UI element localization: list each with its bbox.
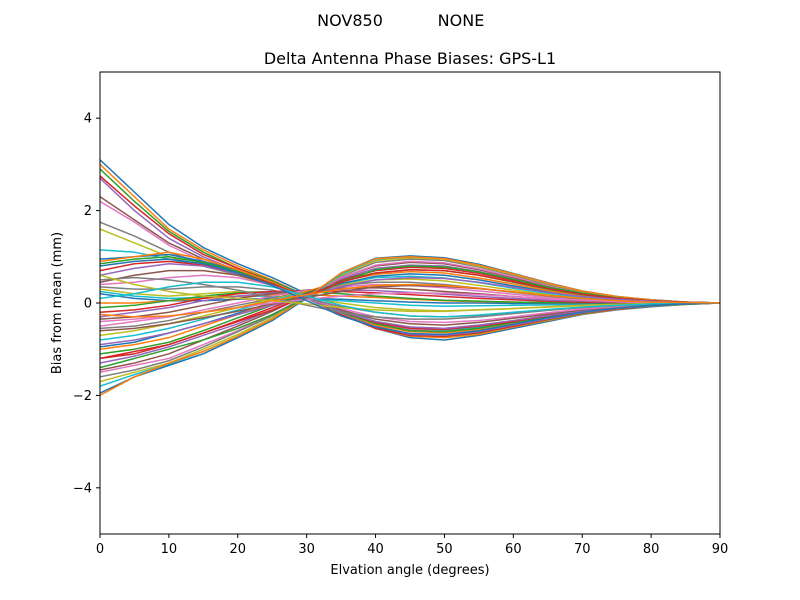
x-axis-label: Elvation angle (degrees)	[330, 563, 489, 578]
y-tick-label: −2	[73, 389, 92, 404]
x-tick-label: 0	[96, 542, 104, 557]
x-tick-label: 30	[298, 542, 315, 557]
series-line	[100, 268, 720, 360]
series-lines	[100, 159, 720, 397]
y-axis-ticks: −4 −2 0 2 4	[73, 112, 100, 496]
series-line	[100, 281, 720, 318]
y-tick-label: 4	[84, 112, 92, 127]
series-line	[100, 258, 720, 336]
chart-title: Delta Antenna Phase Biases: GPS-L1	[264, 49, 556, 68]
series-line	[100, 256, 720, 397]
x-tick-label: 40	[367, 542, 384, 557]
x-tick-label: 90	[712, 542, 729, 557]
y-tick-label: −4	[73, 481, 92, 496]
series-line	[100, 274, 720, 324]
series-line	[100, 283, 720, 318]
x-tick-label: 20	[230, 542, 247, 557]
suptitle-left: NOV850	[317, 11, 383, 30]
suptitle-right: NONE	[438, 11, 485, 30]
series-line	[100, 276, 720, 346]
x-tick-label: 10	[161, 542, 178, 557]
x-tick-label: 80	[643, 542, 660, 557]
y-axis-label: Bias from mean (mm)	[50, 232, 65, 374]
y-tick-label: 2	[84, 204, 92, 219]
x-tick-label: 50	[436, 542, 453, 557]
x-tick-label: 70	[574, 542, 591, 557]
y-tick-label: 0	[84, 297, 92, 312]
x-axis-ticks: 0 10 20 30 40 50 60 70 80 90	[96, 534, 728, 557]
x-tick-label: 60	[505, 542, 522, 557]
series-line	[100, 274, 720, 313]
